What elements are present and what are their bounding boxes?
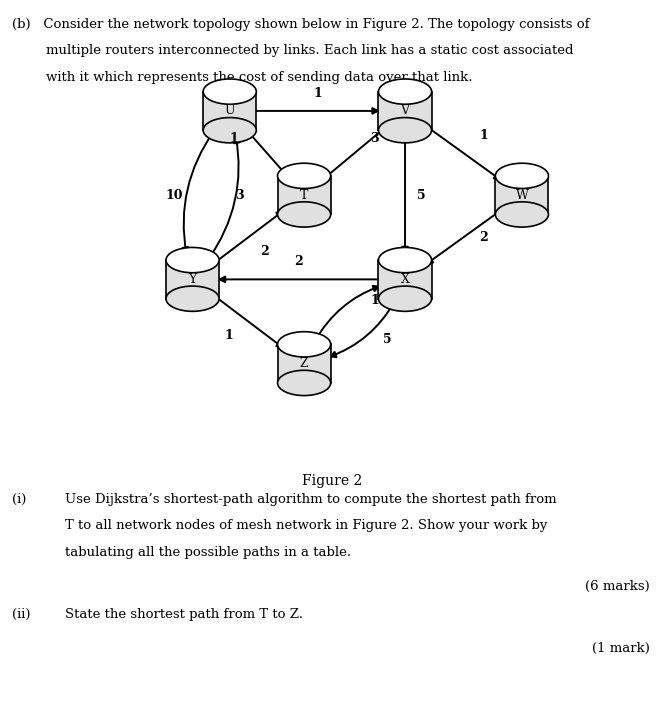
Ellipse shape [278, 202, 331, 227]
Ellipse shape [278, 331, 331, 357]
Text: T: T [300, 189, 308, 201]
Text: State the shortest path from T to Z.: State the shortest path from T to Z. [65, 608, 303, 621]
FancyArrowPatch shape [248, 131, 288, 176]
FancyArrowPatch shape [220, 277, 380, 282]
FancyBboxPatch shape [278, 176, 331, 215]
FancyArrowPatch shape [402, 136, 408, 252]
FancyBboxPatch shape [378, 91, 432, 131]
Text: 3: 3 [235, 189, 243, 201]
Text: Use Dijkstra’s shortest-path algorithm to compute the shortest path from: Use Dijkstra’s shortest-path algorithm t… [65, 493, 556, 506]
Text: W: W [515, 189, 529, 201]
Text: T to all network nodes of mesh network in Figure 2. Show your work by: T to all network nodes of mesh network i… [65, 519, 547, 533]
FancyArrowPatch shape [330, 302, 394, 357]
Text: Figure 2: Figure 2 [302, 474, 362, 488]
Text: X: X [400, 273, 410, 286]
FancyBboxPatch shape [278, 345, 331, 383]
FancyBboxPatch shape [203, 91, 256, 131]
FancyArrowPatch shape [255, 108, 378, 114]
Text: 5: 5 [384, 333, 392, 345]
Text: (1 mark): (1 mark) [592, 642, 649, 655]
Text: Y: Y [189, 273, 197, 286]
Text: 1: 1 [370, 294, 379, 307]
Text: 5: 5 [418, 189, 426, 201]
FancyArrowPatch shape [426, 126, 500, 179]
Ellipse shape [166, 247, 219, 273]
Ellipse shape [278, 371, 331, 396]
Text: 1: 1 [479, 129, 488, 142]
Text: 10: 10 [166, 189, 183, 201]
Ellipse shape [278, 164, 331, 188]
Text: V: V [400, 105, 410, 117]
Text: 1: 1 [229, 133, 238, 145]
FancyBboxPatch shape [495, 176, 548, 215]
FancyArrowPatch shape [323, 128, 384, 179]
FancyBboxPatch shape [166, 260, 219, 298]
Text: 2: 2 [260, 245, 270, 258]
Text: Z: Z [300, 357, 308, 370]
FancyArrowPatch shape [183, 131, 214, 253]
Text: 3: 3 [371, 133, 378, 145]
Ellipse shape [378, 79, 432, 105]
Text: 2: 2 [294, 256, 303, 268]
FancyArrowPatch shape [212, 294, 282, 347]
Text: with it which represents the cost of sending data over that link.: with it which represents the cost of sen… [12, 71, 473, 84]
Text: (6 marks): (6 marks) [584, 580, 649, 593]
Ellipse shape [203, 118, 256, 143]
Text: 2: 2 [479, 231, 488, 244]
Text: (ii): (ii) [12, 608, 31, 621]
Text: multiple routers interconnected by links. Each link has a static cost associated: multiple routers interconnected by links… [12, 44, 574, 58]
Text: 1: 1 [313, 87, 322, 100]
FancyBboxPatch shape [378, 260, 432, 298]
FancyArrowPatch shape [427, 210, 501, 263]
Text: U: U [224, 105, 235, 117]
Ellipse shape [203, 79, 256, 105]
FancyArrowPatch shape [208, 138, 240, 260]
Ellipse shape [378, 286, 432, 312]
Ellipse shape [378, 247, 432, 273]
Ellipse shape [378, 118, 432, 143]
Text: 1: 1 [224, 329, 233, 342]
FancyArrowPatch shape [212, 211, 282, 265]
Text: tabulating all the possible paths in a table.: tabulating all the possible paths in a t… [65, 546, 351, 559]
FancyArrowPatch shape [315, 286, 379, 341]
Text: (b)   Consider the network topology shown below in Figure 2. The topology consis: (b) Consider the network topology shown … [12, 18, 590, 31]
Ellipse shape [495, 202, 548, 227]
Ellipse shape [166, 286, 219, 312]
Text: (i): (i) [12, 493, 27, 506]
Ellipse shape [495, 164, 548, 188]
